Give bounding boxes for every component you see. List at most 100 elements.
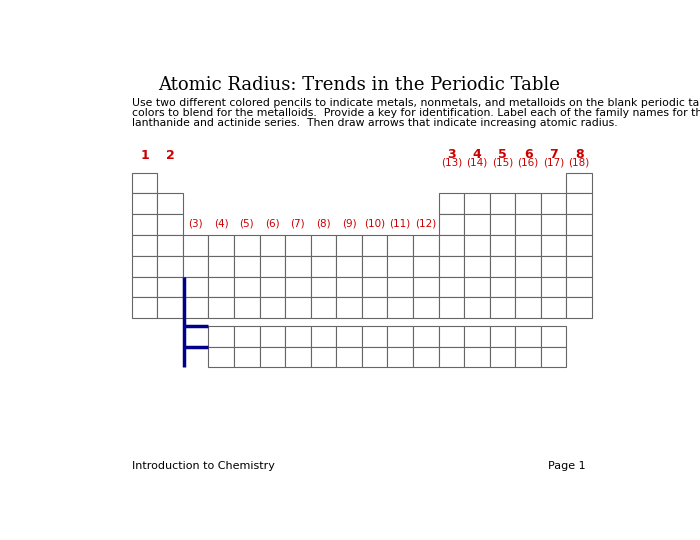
Bar [541,298,566,318]
Text: (10): (10) [364,218,385,228]
Bar [413,276,439,298]
Text: (6): (6) [265,218,279,228]
Text: Use two different colored pencils to indicate metals, nonmetals, and metalloids : Use two different colored pencils to ind… [132,98,700,108]
Text: (5): (5) [239,218,254,228]
Bar [362,276,387,298]
Text: (17): (17) [543,158,564,168]
Text: 6: 6 [524,148,533,161]
Text: (8): (8) [316,218,331,228]
Text: (3): (3) [188,218,203,228]
Bar [464,326,490,347]
Bar [209,276,234,298]
Bar [566,256,592,276]
Text: (7): (7) [290,218,305,228]
Bar [336,235,362,256]
Bar [209,256,234,276]
Bar [285,235,311,256]
Bar [311,298,336,318]
Bar [209,347,234,367]
Bar [490,193,515,214]
Bar [132,214,158,235]
Bar [464,214,490,235]
Bar [311,326,336,347]
Bar [490,326,515,347]
Bar [158,276,183,298]
Bar [490,256,515,276]
Bar [439,193,464,214]
Bar [260,326,285,347]
Text: (16): (16) [517,158,539,168]
Bar [234,326,260,347]
Bar [515,193,541,214]
Bar [515,326,541,347]
Bar [285,276,311,298]
Bar [541,326,566,347]
Bar [234,347,260,367]
Bar [362,326,387,347]
Text: 1: 1 [140,149,149,162]
Bar [260,347,285,367]
Bar [209,298,234,318]
Bar [413,235,439,256]
Text: (13): (13) [441,158,462,168]
Bar [362,298,387,318]
Bar [566,173,592,193]
Bar [541,214,566,235]
Bar [362,347,387,367]
Bar [439,276,464,298]
Text: (11): (11) [390,218,411,228]
Bar [464,298,490,318]
Bar [387,347,413,367]
Text: (12): (12) [415,218,436,228]
Bar [541,256,566,276]
Bar [515,235,541,256]
Bar [132,276,158,298]
Bar [260,256,285,276]
Bar [439,347,464,367]
Bar [311,235,336,256]
Text: (15): (15) [492,158,513,168]
Bar [439,298,464,318]
Bar [464,347,490,367]
Bar [413,326,439,347]
Bar [439,214,464,235]
Bar [515,214,541,235]
Bar [183,276,209,298]
Bar [158,214,183,235]
Bar [132,298,158,318]
Bar [387,256,413,276]
Bar [285,256,311,276]
Bar [132,193,158,214]
Text: lanthanide and actinide series.  Then draw arrows that indicate increasing atomi: lanthanide and actinide series. Then dra… [132,118,617,128]
Bar [183,235,209,256]
Bar [311,256,336,276]
Bar [490,235,515,256]
Bar [260,276,285,298]
Bar [285,347,311,367]
Bar [336,326,362,347]
Bar [566,276,592,298]
Bar [515,298,541,318]
Bar [566,214,592,235]
Bar [541,235,566,256]
Bar [234,256,260,276]
Text: (18): (18) [568,158,590,168]
Bar [566,235,592,256]
Bar [336,256,362,276]
Bar [515,347,541,367]
Bar [336,298,362,318]
Text: (14): (14) [466,158,488,168]
Bar [158,256,183,276]
Text: 4: 4 [473,148,482,161]
Bar [183,256,209,276]
Bar [234,298,260,318]
Text: (9): (9) [342,218,356,228]
Bar [234,276,260,298]
Text: 8: 8 [575,148,584,161]
Bar [490,214,515,235]
Bar [464,235,490,256]
Bar [132,173,158,193]
Text: 3: 3 [447,148,456,161]
Bar [285,298,311,318]
Bar [362,235,387,256]
